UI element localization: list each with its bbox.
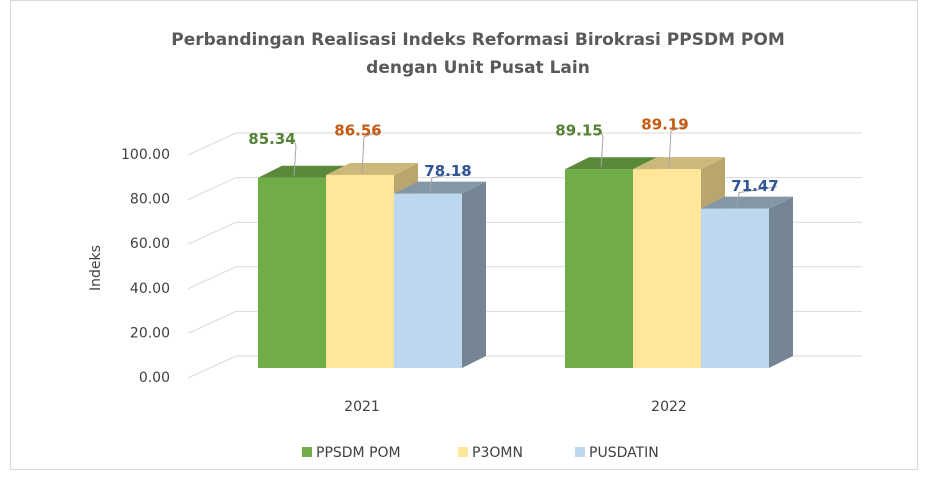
y-tick-label: 20.00	[130, 325, 170, 341]
x-tick-label: 2022	[651, 399, 687, 415]
y-tick-label: 40.00	[130, 281, 170, 297]
leader-line	[600, 131, 604, 168]
bar-top	[701, 196, 793, 209]
leader-line	[429, 171, 471, 192]
y-tick-label: 100.00	[121, 147, 170, 163]
bar-front	[258, 177, 326, 368]
bar	[701, 196, 793, 368]
bar-front	[565, 169, 633, 368]
bar-front	[701, 208, 769, 368]
legend-swatch	[302, 447, 312, 457]
data-label: 86.56	[334, 121, 381, 139]
bar-front	[326, 174, 394, 368]
y-tick-label: 0.00	[139, 370, 170, 386]
legend-swatch	[458, 447, 468, 457]
x-tick-label: 2021	[344, 399, 380, 415]
bar-top	[326, 162, 418, 175]
y-axis-label: Indeks	[88, 245, 104, 291]
bar-top	[394, 181, 486, 194]
chart-title: Perbandingan Realisasi Indeks Reformasi …	[171, 30, 785, 50]
legend-label: PPSDM POM	[316, 445, 401, 461]
bar-top	[565, 157, 657, 170]
bar-top	[633, 157, 725, 170]
bar-side	[769, 196, 793, 368]
data-label: 71.47	[731, 177, 778, 195]
legend-swatch	[575, 447, 585, 457]
leader-line	[293, 139, 297, 176]
bar	[394, 181, 486, 368]
data-label: 89.19	[641, 116, 688, 134]
y-tick-label: 60.00	[130, 236, 170, 252]
data-label: 85.34	[248, 130, 295, 148]
legend-label: P3OMN	[472, 445, 523, 461]
data-label: 78.18	[424, 162, 471, 180]
leader-line	[361, 130, 381, 173]
leader-line	[736, 186, 778, 207]
bar-front	[394, 193, 462, 368]
grid-line	[187, 132, 862, 156]
bar-side	[462, 181, 486, 368]
legend-label: PUSDATIN	[589, 445, 659, 461]
chart-subtitle: dengan Unit Pusat Lain	[366, 58, 590, 78]
leader-line	[668, 124, 688, 168]
y-tick-label: 80.00	[130, 192, 170, 208]
bar-front	[633, 169, 701, 368]
data-label: 89.15	[555, 122, 602, 140]
